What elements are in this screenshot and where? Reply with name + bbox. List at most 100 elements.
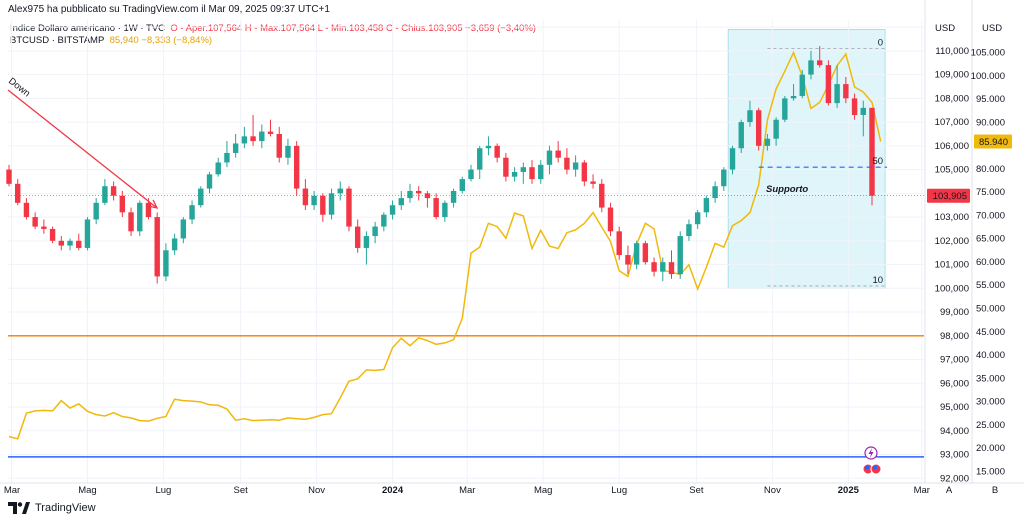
dxy-candle (346, 186, 352, 232)
candle-body (555, 150, 561, 158)
dxy-candle (241, 126, 248, 149)
dxy-candle (564, 148, 570, 175)
candle-body (642, 243, 649, 263)
dxy-candle (712, 181, 718, 203)
btc-legend[interactable]: BTCUSD · BITSTAMP 85,940 −8,333 (−8,84%) (10, 35, 212, 46)
candle-body (572, 162, 579, 170)
dxy-candle (433, 193, 439, 220)
dxy-candle (616, 226, 622, 260)
dxy-candle (843, 76, 849, 104)
candle-body (607, 207, 614, 232)
candle-body (154, 217, 160, 277)
scale-a-toggle: A (946, 485, 953, 496)
dxy-candle (381, 212, 387, 232)
x-tick-label: Mar (459, 485, 475, 496)
dxy-candle (599, 179, 605, 213)
btc-tick-label: 45.000 (976, 327, 1005, 338)
candle-body (764, 138, 771, 146)
candle-body (729, 148, 736, 170)
candle-body (320, 195, 326, 215)
dxy-candle (84, 217, 91, 251)
dxy-candle (76, 233, 82, 251)
candle-body (633, 243, 640, 265)
candle-body (808, 60, 814, 75)
candle-body (232, 143, 239, 153)
dxy-candle (337, 181, 343, 201)
dxy-candle (555, 141, 561, 163)
candle-body (285, 145, 291, 158)
dxy-candle (816, 46, 823, 68)
dxy-candle (860, 100, 866, 137)
candle-body (328, 193, 335, 215)
dxy-candle (189, 200, 195, 225)
dxy-candle (782, 95, 788, 123)
btc-tick-label: 100.000 (971, 71, 1005, 82)
axes[interactable]: USD USD 110,000 109,000 108,000 107,000 106,00… (0, 0, 1024, 496)
support-zone (727, 29, 886, 289)
dxy-candle (424, 190, 431, 208)
dxy-tick-label: 105,000 (935, 165, 969, 176)
candle-body (206, 174, 213, 189)
dxy-candle (773, 117, 779, 146)
candle-body (677, 236, 683, 275)
candle-body (189, 205, 195, 220)
x-tick-label: Mar (4, 485, 20, 496)
candle-body (128, 212, 134, 232)
dxy-candle (154, 212, 160, 284)
dxy-tick-label: 110,000 (935, 46, 969, 57)
candle-body (738, 122, 744, 149)
candle-body (773, 119, 779, 139)
dxy-tick-label: 95,000 (940, 402, 969, 413)
dxy-candle (834, 65, 840, 108)
dxy-candle (520, 162, 527, 184)
footer[interactable]: TradingView (8, 502, 96, 514)
candle-body (442, 202, 448, 218)
candle-body (363, 236, 370, 248)
btc-tick-label: 40.000 (976, 350, 1005, 361)
fib-level-label: 50 (872, 156, 883, 167)
x-tick-label: Set (689, 485, 704, 496)
candle-body (834, 84, 840, 104)
candle-body (860, 107, 866, 115)
dxy-candle (259, 124, 265, 149)
candle-body (721, 169, 727, 187)
tradingview-logo-icon (8, 502, 30, 514)
dxy-candle (23, 198, 30, 220)
candle-body (250, 136, 256, 142)
candle-body (703, 198, 710, 213)
down-arrow-label: Down (6, 76, 32, 100)
candle-body (694, 212, 701, 225)
x-tick-label: Set (233, 485, 248, 496)
candle-body (668, 262, 675, 275)
author-line: Alex975 ha pubblicato su TradingView.com… (8, 4, 330, 15)
candle-body (590, 181, 596, 184)
btc-last-price-badge (974, 134, 1012, 149)
dxy-tick-label: 109,000 (935, 70, 969, 81)
btc-series (8, 50, 882, 440)
candle-body (389, 205, 396, 215)
support-label: Supporto (766, 184, 808, 195)
dxy-candles (6, 46, 875, 284)
candle-body (346, 188, 352, 227)
dxy-candle (311, 190, 317, 210)
dxy-currency-label: USD (935, 23, 955, 34)
candle-body (119, 195, 126, 213)
down-arrow-line (7, 89, 158, 209)
btc-tick-label: 30.000 (976, 397, 1005, 408)
candle-body (76, 240, 82, 248)
candle-body (276, 133, 282, 158)
candle-body (145, 202, 152, 218)
dxy-candle (320, 193, 326, 222)
btc-tick-label: 50.000 (976, 304, 1005, 315)
horizontal-lines[interactable] (8, 335, 924, 458)
dxy-candle (572, 155, 579, 177)
dxy-candle (372, 221, 378, 244)
dxy-candle (442, 200, 448, 222)
candle-body (372, 226, 378, 237)
dxy-candle (485, 136, 492, 156)
dxy-candle (302, 179, 309, 210)
dxy-candle (128, 207, 134, 237)
dxy-candle (546, 145, 553, 175)
dxy-candle (171, 233, 178, 256)
